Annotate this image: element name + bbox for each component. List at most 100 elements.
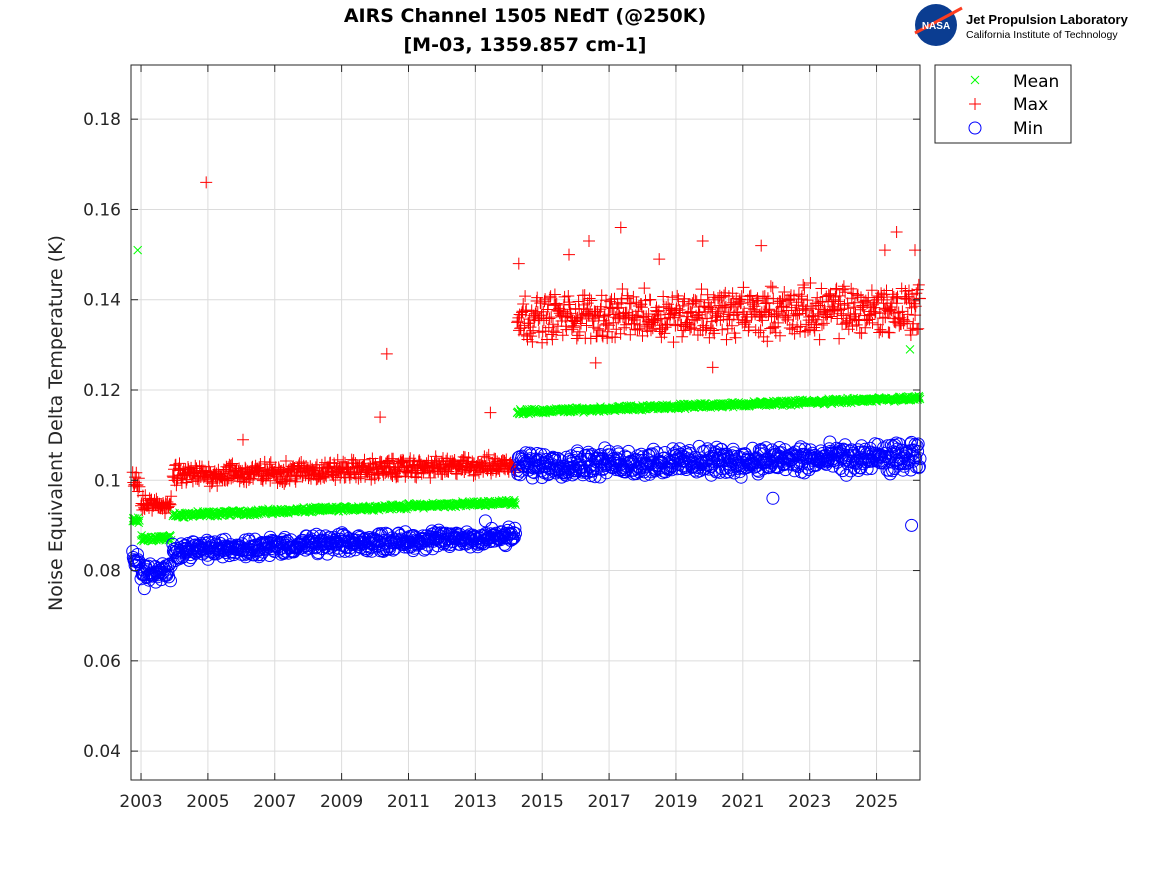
max-point [733, 295, 746, 308]
mean-point [915, 392, 924, 402]
max-point [718, 289, 730, 302]
max-point [657, 290, 670, 303]
min-point [508, 521, 522, 535]
max-point [688, 314, 701, 327]
max-point [526, 335, 539, 348]
max-point [855, 327, 868, 340]
max-point [317, 470, 330, 483]
max-point [813, 333, 826, 346]
nasa-meatball-icon [915, 4, 957, 46]
max-point [289, 472, 302, 485]
max-point [329, 474, 342, 486]
min-point [734, 470, 748, 484]
x-tick-label: 2017 [587, 792, 630, 812]
max-point [835, 307, 848, 320]
max-point [691, 311, 704, 324]
min-point [905, 518, 919, 532]
max-point [596, 329, 609, 342]
max-point [866, 316, 879, 329]
max-point [788, 289, 800, 302]
max-point [480, 451, 493, 464]
y-tick-label: 0.12 [83, 381, 121, 401]
max-point [878, 244, 891, 257]
legend: Mean Max Min [934, 64, 1072, 144]
max-point [808, 321, 821, 334]
max-point [511, 315, 524, 328]
axis-ticks: 2003 2005 2007 2009 2011 2013 2015 2017 2019 2021… [83, 65, 920, 812]
max-point [638, 282, 651, 295]
max-point [620, 318, 633, 331]
max-point [851, 288, 864, 301]
max-point [751, 292, 764, 305]
max-point [754, 324, 767, 337]
max-point [805, 302, 818, 315]
max-point [263, 458, 276, 471]
max-point [771, 308, 783, 321]
max-point [628, 314, 641, 326]
max-point [911, 283, 924, 296]
jpl-name: Jet Propulsion Laboratory [966, 12, 1129, 27]
min-point [164, 574, 177, 588]
max-point [738, 305, 751, 318]
max-point [791, 309, 804, 321]
max-point [728, 327, 741, 340]
max-point [612, 301, 625, 314]
max-point [901, 308, 914, 321]
max-point [876, 325, 889, 338]
max-point [424, 471, 437, 484]
legend-marker-mean [970, 75, 980, 85]
max-point [545, 311, 558, 324]
max-point [280, 455, 292, 467]
y-tick-label: 0.14 [83, 291, 121, 311]
max-point [707, 324, 720, 337]
max-point [778, 286, 791, 298]
max-point [601, 332, 614, 345]
max-point [649, 314, 662, 327]
max-point [519, 305, 532, 318]
x-tick-label: 2003 [119, 792, 162, 812]
max-point [546, 333, 559, 346]
max-point [806, 300, 819, 313]
max-point [848, 296, 861, 309]
max-point [581, 303, 594, 316]
max-point [536, 336, 549, 349]
max-point [542, 298, 555, 311]
data-marks [126, 176, 927, 596]
max-point [688, 322, 701, 335]
max-point [502, 465, 515, 478]
min-point [912, 460, 926, 474]
max-point [366, 452, 379, 465]
max-point [850, 313, 863, 326]
max-point [565, 323, 578, 336]
max-point [543, 312, 556, 325]
max-point [704, 303, 717, 316]
legend-box [934, 64, 1072, 144]
max-point [550, 326, 563, 339]
max-point [132, 472, 145, 485]
min-point [766, 491, 780, 505]
min-point [513, 468, 527, 482]
max-point [876, 312, 889, 325]
max-point [859, 321, 872, 334]
min-point [849, 449, 862, 463]
max-point [837, 280, 850, 293]
max-point [640, 310, 653, 323]
max-point [833, 332, 846, 345]
max-point [810, 318, 823, 331]
x-tick-label: 2013 [454, 792, 497, 812]
max-point [901, 315, 914, 328]
max-point [646, 322, 659, 335]
min-point [788, 464, 802, 478]
max-point [875, 291, 888, 304]
min-point [504, 533, 518, 547]
legend-marker-min [968, 121, 982, 135]
max-point [701, 312, 713, 325]
max-point [594, 303, 607, 316]
max-point [726, 287, 739, 300]
min-point [611, 445, 625, 459]
grid-lines [131, 65, 920, 780]
chart-title-line2: [M-03, 1359.857 cm-1] [404, 34, 647, 56]
max-point [563, 298, 576, 311]
max-point [845, 282, 858, 295]
max-point [374, 411, 387, 424]
